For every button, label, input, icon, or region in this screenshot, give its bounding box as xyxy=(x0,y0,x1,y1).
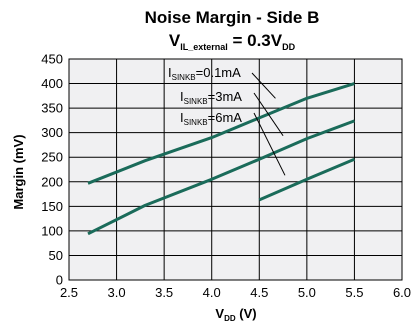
title2-rest-sub: DD xyxy=(282,42,295,52)
x-tick-label: 5.5 xyxy=(345,285,363,300)
chart-title-line2: VIL_external = 0.3VDD xyxy=(169,31,296,52)
x-tick-label: 6.0 xyxy=(393,285,411,300)
annotation-main: I xyxy=(180,110,184,125)
series-line-0 xyxy=(87,82,355,185)
annotation-leader-2 xyxy=(253,112,286,176)
annotation-main: I xyxy=(180,89,184,104)
annotation-rest: =3mA xyxy=(208,89,243,104)
y-tick-label: 100 xyxy=(41,223,63,238)
xlabel-main: V xyxy=(215,306,224,321)
y-tick-label: 0 xyxy=(56,273,63,288)
x-tick-label: 5.0 xyxy=(298,285,316,300)
y-tick-label: 400 xyxy=(41,76,63,91)
annotation-label-0: ISINKB=0.1mA xyxy=(168,65,241,82)
y-tick-label: 450 xyxy=(41,52,63,67)
annotation-sub: SINKB xyxy=(184,97,208,106)
x-tick-label: 4.0 xyxy=(203,285,221,300)
annotation-sub: SINKB xyxy=(172,73,196,82)
y-tick-label: 300 xyxy=(41,125,63,140)
y-tick-label: 250 xyxy=(41,150,63,165)
series-line-2 xyxy=(258,157,355,202)
y-tick-labels: 0 50 100 150 200 250 300 350 400 450 xyxy=(41,52,63,288)
x-axis-label: VDD (V) xyxy=(215,306,256,323)
plot-frame xyxy=(68,58,403,281)
y-tick-label: 350 xyxy=(41,101,63,116)
annotation-label-2: ISINKB=6mA xyxy=(180,110,242,127)
series-lines xyxy=(87,82,355,236)
annotation-main: I xyxy=(168,65,172,80)
y-tick-label: 50 xyxy=(49,248,63,263)
y-tick-label: 150 xyxy=(41,199,63,214)
x-tick-label: 3.0 xyxy=(108,285,126,300)
x-tick-labels: 2.5 3.0 3.5 4.0 4.5 5.0 5.5 6.0 xyxy=(60,285,411,300)
title2-sub: IL_external xyxy=(180,42,228,52)
xlabel-sub: DD xyxy=(224,314,236,323)
annotation-rest: =0.1mA xyxy=(196,65,241,80)
y-axis-label: Margin (mV) xyxy=(11,134,26,209)
xlabel-rest: (V) xyxy=(236,306,257,321)
annotation-rest: =6mA xyxy=(208,110,243,125)
annotation-sub: SINKB xyxy=(184,118,208,127)
title2-main: V xyxy=(169,31,181,50)
annotation-leader-1 xyxy=(253,92,284,137)
annotation-leader-0 xyxy=(251,72,276,99)
title2-rest: = 0.3V xyxy=(228,31,283,50)
chart-title-line1: Noise Margin - Side B xyxy=(145,8,320,27)
annotation-label-1: ISINKB=3mA xyxy=(180,89,242,106)
x-tick-label: 4.5 xyxy=(250,285,268,300)
y-tick-label: 200 xyxy=(41,174,63,189)
x-tick-label: 3.5 xyxy=(155,285,173,300)
series-line-1 xyxy=(87,119,355,236)
x-tick-label: 2.5 xyxy=(60,285,78,300)
